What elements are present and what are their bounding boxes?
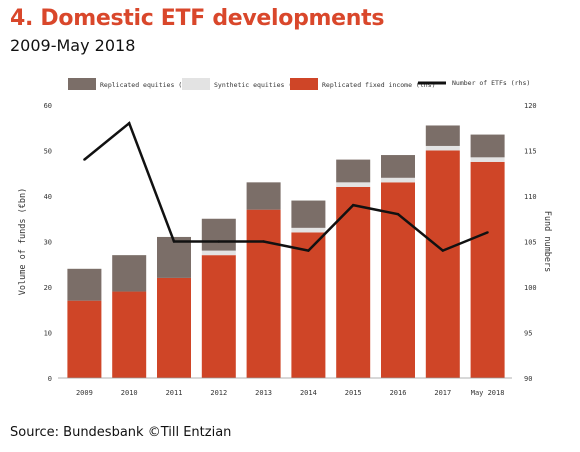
bar-segment [201, 218, 236, 251]
y-tick-label: 60 [44, 102, 52, 110]
axes: 0 10 20 30 40 50 60 90 95 100 105 110 115 120 2009 2010… [18, 102, 552, 397]
bar-segment [470, 134, 505, 158]
line-series [83, 121, 489, 253]
bar-segment [381, 177, 415, 183]
x-tick-label: 2012 [210, 389, 227, 397]
y-tick-label: 40 [44, 193, 52, 201]
x-tick-label: 2015 [345, 389, 362, 397]
bar-segment [246, 209, 281, 378]
bars [67, 125, 505, 378]
legend-swatch [68, 78, 96, 90]
legend-swatch [290, 78, 318, 90]
bar-segment [246, 182, 281, 210]
y2-tick-label: 105 [524, 239, 537, 247]
bar-segment [67, 268, 102, 301]
x-tick-label: 2009 [76, 389, 93, 397]
x-tick-label: 2017 [434, 389, 451, 397]
legend-label: Number of ETFs (rhs) [452, 79, 530, 87]
x-tick-label: May 2018 [471, 389, 505, 397]
bar-segment [112, 255, 147, 292]
legend-label: Replicated fixed income (lhs) [322, 81, 436, 89]
etf-chart: Replicated equities (lhs) Synthetic equit… [18, 78, 552, 397]
legend-label: Synthetic equities (lhs) [214, 81, 308, 89]
bar-segment [201, 255, 236, 378]
y2-tick-label: 95 [524, 330, 532, 338]
line-point [262, 240, 265, 243]
etf-count-line [83, 121, 489, 253]
line-point [128, 122, 131, 125]
line-point [486, 231, 489, 234]
bar-segment [291, 232, 326, 378]
bar-segment [67, 300, 102, 378]
y2-tick-label: 110 [524, 193, 537, 201]
chart-title: 4. Domestic ETF developments [10, 6, 385, 31]
y-tick-label: 50 [44, 148, 52, 156]
bar-segment [336, 159, 371, 183]
bar-segment [157, 277, 191, 378]
bar-segment [291, 227, 326, 233]
line-point [441, 249, 444, 252]
line-point [307, 249, 310, 252]
line-point [396, 213, 400, 216]
line-point [352, 203, 355, 207]
x-tick-label: 2016 [390, 389, 407, 397]
x-tick-label: 2010 [121, 389, 138, 397]
source-note: Source: Bundesbank ©Till Entzian [10, 425, 232, 440]
bar-segment [157, 236, 191, 278]
x-tick-label: 2013 [255, 389, 272, 397]
x-tick-label: 2014 [300, 389, 317, 397]
legend-swatch [182, 78, 210, 90]
bar-segment [201, 250, 236, 256]
line-point [172, 240, 176, 243]
y-tick-label: 10 [44, 330, 52, 338]
chart-subtitle: 2009-May 2018 [10, 36, 136, 55]
y2-tick-label: 120 [524, 102, 537, 110]
x-tick-label: 2011 [166, 389, 183, 397]
bar-segment [381, 155, 415, 178]
legend-label: Replicated equities (lhs) [100, 81, 198, 89]
y2-tick-label: 115 [524, 148, 537, 156]
bar-segment [470, 161, 505, 378]
bar-segment [336, 186, 371, 378]
y-tick-label: 0 [48, 375, 52, 383]
bar-segment [425, 150, 460, 378]
y2-axis-label: Fund numbers [542, 211, 552, 272]
y-tick-label: 20 [44, 284, 52, 292]
y2-tick-label: 90 [524, 375, 532, 383]
line-point [217, 240, 220, 243]
legend: Replicated equities (lhs) Synthetic equit… [68, 78, 530, 90]
y-axis-label: Volume of funds (€bn) [18, 188, 28, 295]
line-point [83, 158, 86, 161]
bar-segment [425, 145, 460, 151]
bar-segment [112, 291, 147, 378]
bar-segment [425, 125, 460, 146]
y2-tick-label: 100 [524, 284, 537, 292]
bar-segment [291, 200, 326, 228]
bar-segment [470, 157, 505, 162]
y-tick-label: 30 [44, 239, 52, 247]
bar-segment [336, 182, 371, 187]
